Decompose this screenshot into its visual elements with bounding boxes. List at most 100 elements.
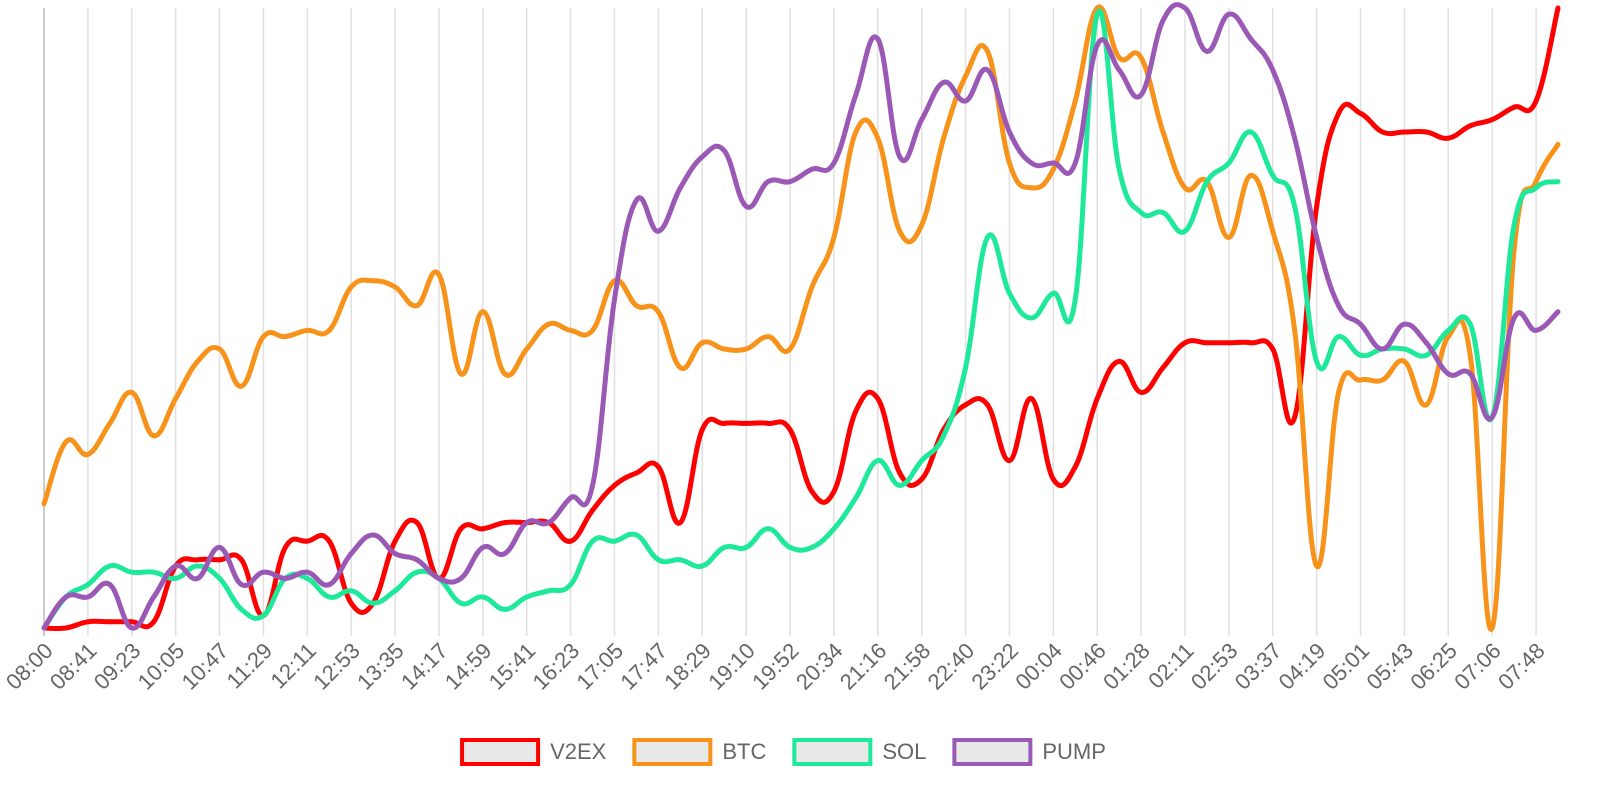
point bbox=[787, 544, 793, 550]
point bbox=[1445, 327, 1451, 333]
point bbox=[304, 575, 310, 581]
x-tick-label: 15:41 bbox=[484, 638, 541, 695]
point bbox=[1489, 414, 1495, 420]
point bbox=[414, 303, 420, 309]
point bbox=[809, 284, 815, 290]
point bbox=[897, 470, 903, 476]
point bbox=[1467, 371, 1473, 377]
point bbox=[1226, 11, 1232, 17]
point bbox=[1182, 5, 1188, 11]
point bbox=[480, 594, 486, 600]
legend-swatch bbox=[460, 738, 541, 766]
legend-label: V2EX bbox=[550, 739, 607, 764]
x-tick-label: 00:46 bbox=[1054, 638, 1111, 695]
line bbox=[41, 4, 1561, 632]
point bbox=[436, 272, 442, 278]
point bbox=[1050, 290, 1056, 296]
point bbox=[195, 575, 201, 581]
x-tick-label: 17:47 bbox=[615, 638, 672, 695]
point bbox=[107, 619, 113, 625]
point bbox=[787, 427, 793, 433]
point bbox=[1006, 129, 1012, 135]
point bbox=[392, 551, 398, 557]
point bbox=[1182, 228, 1188, 234]
point bbox=[853, 92, 859, 98]
point bbox=[1401, 358, 1407, 364]
point bbox=[1379, 346, 1385, 352]
point bbox=[809, 489, 815, 495]
point bbox=[875, 458, 881, 464]
point bbox=[1445, 334, 1451, 340]
point bbox=[1533, 98, 1539, 104]
point bbox=[546, 520, 552, 526]
x-tick-label: 09:23 bbox=[89, 638, 146, 695]
x-tick-label: 21:58 bbox=[879, 638, 936, 695]
x-tick-label: 08:00 bbox=[1, 638, 58, 695]
point bbox=[195, 557, 201, 563]
point bbox=[1511, 315, 1517, 321]
point bbox=[392, 538, 398, 544]
x-tick-label: 14:17 bbox=[396, 638, 453, 695]
point bbox=[655, 464, 661, 470]
point bbox=[1336, 110, 1342, 116]
point bbox=[458, 600, 464, 606]
point bbox=[1292, 135, 1298, 141]
x-tick-label: 19:10 bbox=[703, 638, 760, 695]
point bbox=[831, 234, 837, 240]
point bbox=[699, 563, 705, 569]
point bbox=[1138, 389, 1144, 395]
point bbox=[1314, 563, 1320, 569]
x-tick-label: 17:05 bbox=[572, 638, 629, 695]
point bbox=[1204, 48, 1210, 54]
point bbox=[853, 495, 859, 501]
x-tick-label: 06:25 bbox=[1405, 638, 1462, 695]
point bbox=[217, 575, 223, 581]
point bbox=[1028, 315, 1034, 321]
point bbox=[1358, 321, 1364, 327]
point bbox=[1160, 129, 1166, 135]
point bbox=[1314, 203, 1320, 209]
point bbox=[260, 334, 266, 340]
point bbox=[238, 582, 244, 588]
point bbox=[1028, 185, 1034, 191]
x-tick-label: 05:43 bbox=[1361, 638, 1418, 695]
point bbox=[524, 346, 530, 352]
point bbox=[743, 544, 749, 550]
point bbox=[217, 557, 223, 563]
point bbox=[238, 557, 244, 563]
point bbox=[524, 594, 530, 600]
point bbox=[1358, 377, 1364, 383]
point bbox=[370, 532, 376, 538]
point bbox=[238, 383, 244, 389]
point bbox=[787, 179, 793, 185]
point bbox=[1072, 160, 1078, 166]
point bbox=[260, 613, 266, 619]
point bbox=[919, 117, 925, 123]
point bbox=[151, 569, 157, 575]
point bbox=[1050, 476, 1056, 482]
point bbox=[941, 79, 947, 85]
point bbox=[721, 148, 727, 154]
legend-label: PUMP bbox=[1042, 739, 1106, 764]
point bbox=[260, 569, 266, 575]
point bbox=[1094, 396, 1100, 402]
point bbox=[1423, 129, 1429, 135]
x-tick-label: 20:34 bbox=[791, 638, 848, 695]
point bbox=[85, 582, 91, 588]
legend: V2EX BTC SOL PUMP bbox=[460, 738, 1106, 766]
point bbox=[414, 569, 420, 575]
x-tick-label: 05:01 bbox=[1318, 638, 1375, 695]
point bbox=[1116, 55, 1122, 61]
point bbox=[304, 538, 310, 544]
point bbox=[590, 507, 596, 513]
point bbox=[238, 606, 244, 612]
point bbox=[1138, 55, 1144, 61]
point bbox=[1423, 402, 1429, 408]
point bbox=[853, 408, 859, 414]
point bbox=[436, 575, 442, 581]
x-tick-label: 04:19 bbox=[1274, 638, 1331, 695]
point bbox=[63, 439, 69, 445]
point bbox=[633, 197, 639, 203]
legend-swatch bbox=[632, 738, 713, 766]
point bbox=[348, 588, 354, 594]
